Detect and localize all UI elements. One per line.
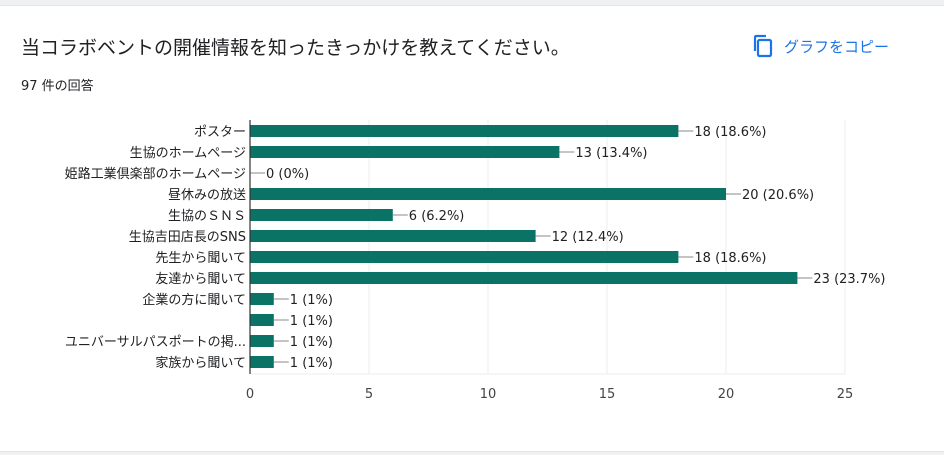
bar xyxy=(250,335,274,347)
bar xyxy=(250,356,274,368)
data-label: 1 (1%) xyxy=(290,356,333,371)
category-label: 家族から聞いて xyxy=(155,355,246,371)
category-label: ユニバーサルパスポートの掲... xyxy=(65,334,246,350)
data-label: 1 (1%) xyxy=(290,293,333,308)
bar xyxy=(250,146,560,158)
question-title: 当コラボベントの開催情報を知ったきっかけを教えてください。 xyxy=(21,37,570,59)
copy-chart-button[interactable]: グラフをコピー xyxy=(752,34,889,58)
x-tick-label: 20 xyxy=(718,387,735,402)
category-label: 生協吉田店長のSNS xyxy=(129,230,246,245)
bar xyxy=(250,209,393,221)
category-label: 生協のＳＮＳ xyxy=(168,209,246,224)
category-label: 昼休みの放送 xyxy=(168,188,246,203)
category-label: 企業の方に聞いて xyxy=(142,292,246,308)
category-label: 友達から聞いて xyxy=(155,271,246,287)
bar xyxy=(250,188,726,200)
x-tick-label: 15 xyxy=(599,387,616,402)
data-label: 18 (18.6%) xyxy=(694,251,766,266)
bar xyxy=(250,230,536,242)
category-label: ポスター xyxy=(194,125,246,140)
data-label: 1 (1%) xyxy=(290,314,333,329)
data-label: 12 (12.4%) xyxy=(552,230,624,245)
bar xyxy=(250,272,798,284)
x-tick-label: 5 xyxy=(365,387,373,402)
bar xyxy=(250,314,274,326)
bar xyxy=(250,125,679,137)
data-label: 20 (20.6%) xyxy=(742,188,814,203)
category-label: 先生から聞いて xyxy=(155,251,246,266)
bar xyxy=(250,251,679,263)
x-tick-label: 10 xyxy=(480,387,497,402)
data-label: 1 (1%) xyxy=(290,335,333,350)
data-label: 23 (23.7%) xyxy=(813,272,885,287)
category-label: 姫路工業倶楽部のホームページ xyxy=(65,166,246,182)
copy-icon xyxy=(752,34,774,58)
data-label: 13 (13.4%) xyxy=(575,146,647,161)
response-count: 97 件の回答 xyxy=(21,79,94,94)
bar xyxy=(250,293,274,305)
data-label: 6 (6.2%) xyxy=(409,209,465,224)
x-tick-label: 25 xyxy=(837,387,854,402)
category-label: 生協のホームページ xyxy=(130,146,246,161)
data-label: 18 (18.6%) xyxy=(694,125,766,140)
x-tick-label: 0 xyxy=(246,387,254,402)
copy-chart-label: グラフをコピー xyxy=(784,37,890,56)
data-label: 0 (0%) xyxy=(266,167,309,182)
question-card: 当コラボベントの開催情報を知ったきっかけを教えてください。 97 件の回答 グラ… xyxy=(0,5,944,452)
